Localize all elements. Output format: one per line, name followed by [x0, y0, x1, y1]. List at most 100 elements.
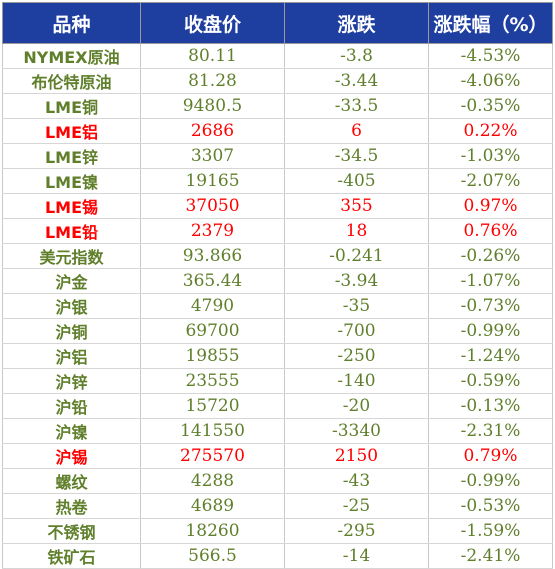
commodity-name-cell: LME锡 — [2, 193, 141, 219]
change-percent-cell: -0.99% — [428, 318, 553, 344]
change-cell: -140 — [284, 368, 429, 394]
close-price-cell: 4790 — [140, 293, 285, 319]
close-price-cell: 141550 — [140, 418, 285, 444]
change-percent-cell: -1.07% — [428, 268, 553, 294]
close-price-cell: 4689 — [140, 493, 285, 519]
table-row: 沪镍 141550 -3340 -2.31% — [2, 418, 553, 444]
change-percent-cell: -4.53% — [428, 43, 553, 69]
table-row: 美元指数 93.866 -0.241 -0.26% — [2, 243, 553, 269]
header-variety: 品种 — [2, 2, 141, 44]
table-row: 不锈钢 18260 -295 -1.59% — [2, 518, 553, 544]
change-cell: 355 — [284, 193, 429, 219]
table-row: 沪锡 275570 2150 0.79% — [2, 443, 553, 469]
close-price-cell: 69700 — [140, 318, 285, 344]
commodity-name-cell: 沪金 — [2, 268, 141, 294]
commodity-name-cell: 沪锌 — [2, 368, 141, 394]
table-row: LME铝 2686 6 0.22% — [2, 118, 553, 144]
change-percent-cell: -0.73% — [428, 293, 553, 319]
change-percent-cell: -0.26% — [428, 243, 553, 269]
commodity-name-cell: LME镍 — [2, 168, 141, 194]
commodity-name-cell: 美元指数 — [2, 243, 141, 269]
commodity-name-cell: 沪铜 — [2, 318, 141, 344]
commodity-name-cell: 沪镍 — [2, 418, 141, 444]
table-row: 沪金 365.44 -3.94 -1.07% — [2, 268, 553, 294]
change-cell: -295 — [284, 518, 429, 544]
change-cell: 2150 — [284, 443, 429, 469]
commodity-name-cell: 热卷 — [2, 493, 141, 519]
table-row: 沪铜 69700 -700 -0.99% — [2, 318, 553, 344]
change-percent-cell: -1.03% — [428, 143, 553, 169]
table-row: 沪锌 23555 -140 -0.59% — [2, 368, 553, 394]
close-price-cell: 9480.5 — [140, 93, 285, 119]
change-cell: -3.94 — [284, 268, 429, 294]
close-price-cell: 275570 — [140, 443, 285, 469]
close-price-cell: 566.5 — [140, 543, 285, 569]
table-row: 沪银 4790 -35 -0.73% — [2, 293, 553, 319]
table-row: LME镍 19165 -405 -2.07% — [2, 168, 553, 194]
table-row: 布伦特原油 81.28 -3.44 -4.06% — [2, 68, 553, 94]
change-percent-cell: -0.99% — [428, 468, 553, 494]
change-cell: -20 — [284, 393, 429, 419]
close-price-cell: 80.11 — [140, 43, 285, 69]
change-cell: -405 — [284, 168, 429, 194]
change-percent-cell: 0.22% — [428, 118, 553, 144]
header-change-percent: 涨跌幅（%） — [428, 2, 553, 44]
close-price-cell: 4288 — [140, 468, 285, 494]
change-percent-cell: -0.13% — [428, 393, 553, 419]
change-cell: -33.5 — [284, 93, 429, 119]
close-price-cell: 18260 — [140, 518, 285, 544]
commodity-name-cell: 沪铅 — [2, 393, 141, 419]
change-percent-cell: -0.59% — [428, 368, 553, 394]
table-row: NYMEX原油 80.11 -3.8 -4.53% — [2, 43, 553, 69]
table-row: LME锡 37050 355 0.97% — [2, 193, 553, 219]
change-cell: 18 — [284, 218, 429, 244]
table-row: LME锌 3307 -34.5 -1.03% — [2, 143, 553, 169]
change-percent-cell: 0.97% — [428, 193, 553, 219]
change-percent-cell: 0.76% — [428, 218, 553, 244]
table-row: 沪铝 19855 -250 -1.24% — [2, 343, 553, 369]
close-price-cell: 37050 — [140, 193, 285, 219]
table-row: 铁矿石 566.5 -14 -2.41% — [2, 543, 553, 569]
header-close-price: 收盘价 — [140, 2, 285, 44]
change-cell: -14 — [284, 543, 429, 569]
table-row: 热卷 4689 -25 -0.53% — [2, 493, 553, 519]
change-cell: -34.5 — [284, 143, 429, 169]
commodity-name-cell: 铁矿石 — [2, 543, 141, 569]
commodity-name-cell: 不锈钢 — [2, 518, 141, 544]
close-price-cell: 15720 — [140, 393, 285, 419]
close-price-cell: 2686 — [140, 118, 285, 144]
table-body: NYMEX原油 80.11 -3.8 -4.53% 布伦特原油 81.28 -3.44 -4.… — [2, 43, 553, 569]
change-percent-cell: -2.41% — [428, 543, 553, 569]
change-cell: -25 — [284, 493, 429, 519]
header-row: 品种 收盘价 涨跌 涨跌幅（%） — [2, 2, 553, 44]
change-percent-cell: -0.35% — [428, 93, 553, 119]
change-cell: -250 — [284, 343, 429, 369]
commodity-name-cell: LME锌 — [2, 143, 141, 169]
change-cell: 6 — [284, 118, 429, 144]
commodity-name-cell: LME铝 — [2, 118, 141, 144]
commodity-name-cell: NYMEX原油 — [2, 43, 141, 69]
close-price-cell: 19855 — [140, 343, 285, 369]
close-price-cell: 93.866 — [140, 243, 285, 269]
change-cell: -0.241 — [284, 243, 429, 269]
commodity-name-cell: 沪银 — [2, 293, 141, 319]
table-row: LME铜 9480.5 -33.5 -0.35% — [2, 93, 553, 119]
commodity-name-cell: LME铅 — [2, 218, 141, 244]
commodity-name-cell: 螺纹 — [2, 468, 141, 494]
header-change: 涨跌 — [284, 2, 429, 44]
change-cell: -43 — [284, 468, 429, 494]
close-price-cell: 23555 — [140, 368, 285, 394]
change-cell: -35 — [284, 293, 429, 319]
change-percent-cell: 0.79% — [428, 443, 553, 469]
change-cell: -700 — [284, 318, 429, 344]
commodity-name-cell: 沪铝 — [2, 343, 141, 369]
table-row: 沪铅 15720 -20 -0.13% — [2, 393, 553, 419]
change-percent-cell: -2.07% — [428, 168, 553, 194]
table-row: LME铅 2379 18 0.76% — [2, 218, 553, 244]
close-price-cell: 81.28 — [140, 68, 285, 94]
change-cell: -3.44 — [284, 68, 429, 94]
commodity-name-cell: 布伦特原油 — [2, 68, 141, 94]
change-percent-cell: -4.06% — [428, 68, 553, 94]
close-price-cell: 365.44 — [140, 268, 285, 294]
